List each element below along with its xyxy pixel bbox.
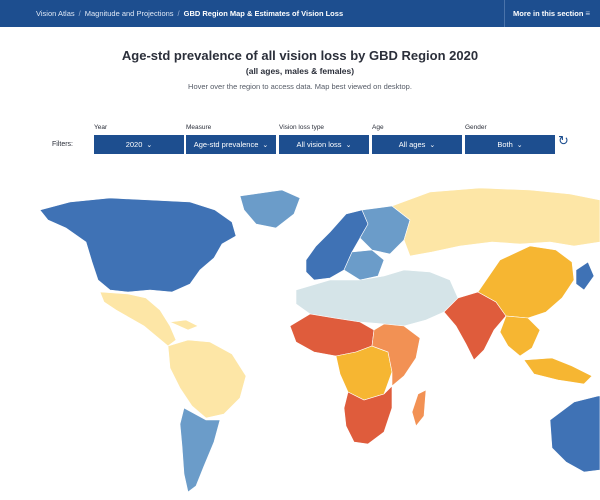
- filter-vision-loss-type: Vision loss type All vision loss ⌄: [279, 124, 369, 154]
- breadcrumb-separator: /: [78, 9, 81, 18]
- region-southeast-asia-islands[interactable]: [523, 357, 593, 385]
- map-subtitle: (all ages, males & females): [245, 66, 355, 76]
- region-australasia[interactable]: [549, 395, 600, 473]
- filter-year-label: Year: [94, 124, 108, 131]
- age-dropdown[interactable]: All ages ⌄: [372, 135, 462, 154]
- filters-label: Filters:: [52, 141, 73, 148]
- region-high-income-north-america[interactable]: [39, 197, 237, 293]
- region-south-asia[interactable]: [443, 291, 507, 361]
- chevron-down-icon: ⌄: [345, 142, 352, 149]
- region-caribbean[interactable]: [168, 319, 199, 331]
- region-southeast-asia[interactable]: [499, 315, 541, 357]
- filter-measure-label: Measure: [186, 124, 212, 131]
- measure-value: Age-std prevalence: [193, 140, 259, 149]
- region-southern-sub-saharan-africa[interactable]: [343, 385, 393, 445]
- menu-icon: ≡: [585, 9, 590, 18]
- measure-dropdown[interactable]: Age-std prevalence ⌄: [186, 135, 276, 154]
- region-southern-latin-america[interactable]: [179, 407, 221, 493]
- gender-value: Both: [497, 140, 513, 149]
- breadcrumb-vision-atlas[interactable]: Vision Atlas: [36, 9, 75, 18]
- vision-loss-type-value: All vision loss: [296, 140, 342, 149]
- region-central-sub-saharan-africa[interactable]: [335, 345, 393, 401]
- region-eastern-sub-saharan-africa[interactable]: [371, 323, 421, 387]
- age-value: All ages: [398, 140, 426, 149]
- filter-gender-label: Gender: [465, 124, 487, 131]
- filter-vision-loss-type-label: Vision loss type: [279, 124, 325, 131]
- region-central-america[interactable]: [99, 291, 177, 347]
- vision-loss-type-dropdown[interactable]: All vision loss ⌄: [279, 135, 369, 154]
- region-greenland[interactable]: [239, 189, 301, 229]
- year-value: 2020: [125, 140, 143, 149]
- filter-gender: Gender Both ⌄: [465, 124, 555, 154]
- more-in-section-label: More in this section: [513, 9, 584, 18]
- chevron-down-icon: ⌄: [262, 142, 269, 149]
- breadcrumb-separator: /: [177, 9, 180, 18]
- map-hint: Hover over the region to access data. Ma…: [188, 82, 412, 91]
- gender-dropdown[interactable]: Both ⌄: [465, 135, 555, 154]
- region-tropical-latin-america[interactable]: [167, 339, 247, 419]
- filter-age-label: Age: [372, 124, 384, 131]
- reset-icon[interactable]: ↻: [558, 133, 569, 148]
- world-choropleth-map: [39, 187, 600, 493]
- region-madagascar[interactable]: [411, 389, 427, 427]
- year-dropdown[interactable]: 2020 ⌄: [94, 135, 184, 154]
- chevron-down-icon: ⌄: [146, 142, 153, 149]
- filter-measure: Measure Age-std prevalence ⌄: [186, 124, 276, 154]
- breadcrumb-magnitude[interactable]: Magnitude and Projections: [84, 9, 174, 18]
- filter-year: Year 2020 ⌄: [94, 124, 184, 154]
- chevron-down-icon: ⌄: [516, 142, 523, 149]
- region-east-asia[interactable]: [477, 245, 575, 319]
- breadcrumb-current: GBD Region Map & Estimates of Vision Los…: [183, 9, 344, 18]
- more-in-section-button[interactable]: More in this section ≡: [504, 0, 600, 27]
- top-navigation-bar: Vision Atlas / Magnitude and Projections / G…: [0, 0, 600, 27]
- breadcrumb: Vision Atlas / Magnitude and Projections / G…: [36, 9, 343, 18]
- map-title: Age-std prevalence of all vision loss by…: [121, 48, 479, 63]
- filter-age: Age All ages ⌄: [372, 124, 462, 154]
- chevron-down-icon: ⌄: [429, 142, 436, 149]
- region-high-income-asia-pacific[interactable]: [575, 261, 595, 291]
- region-central-asia[interactable]: [391, 187, 600, 257]
